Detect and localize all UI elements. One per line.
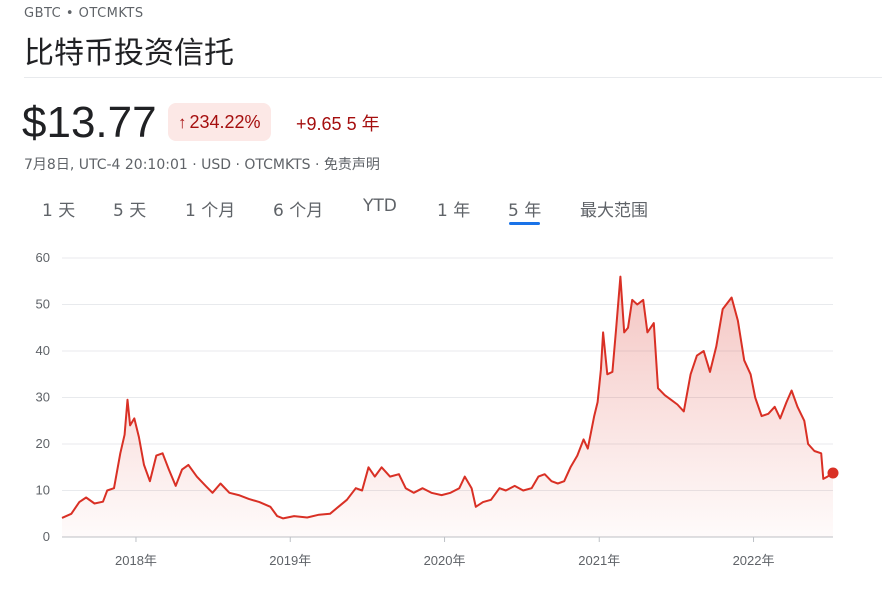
quote-meta: 7月8日, UTC-4 20:10:01 · USD · OTCMKTS · 免… (24, 157, 380, 173)
y-tick-label: 60 (36, 250, 50, 265)
current-price-marker (827, 467, 839, 479)
current-price: $13.77 (22, 98, 157, 147)
security-name: 比特币投资信托 (24, 36, 234, 71)
y-tick-label: 50 (36, 297, 50, 312)
active-tab-indicator (509, 222, 540, 225)
x-tick-label: 2018年 (115, 553, 157, 568)
arrow-up-icon: ↑ (178, 113, 187, 132)
y-tick-label: 0 (43, 529, 50, 544)
price-area-fill (62, 276, 833, 537)
ticker-symbol: GBTC • OTCMKTS (24, 6, 144, 21)
y-tick-label: 10 (36, 483, 50, 498)
change-value: +9.65 (296, 114, 342, 134)
change-absolute: +9.65 5 年 (296, 110, 380, 136)
change-percent-badge: ↑ 234.22% (168, 103, 271, 141)
y-tick-label: 30 (36, 390, 50, 405)
tab-5-years[interactable]: 5 年 (508, 201, 542, 221)
x-tick-label: 2020年 (424, 553, 466, 568)
tab-6-months[interactable]: 6 个月 (273, 201, 324, 221)
price-line (61, 275, 834, 520)
x-tick-label: 2021年 (578, 553, 620, 568)
y-tick-label: 20 (36, 436, 50, 451)
change-percent: 234.22% (189, 112, 261, 132)
tab-1-day[interactable]: 1 天 (42, 201, 76, 221)
change-period: 5 年 (346, 114, 380, 134)
y-tick-label: 40 (36, 343, 50, 358)
x-tick-label: 2019年 (269, 553, 311, 568)
tab-5-days[interactable]: 5 天 (113, 201, 147, 221)
tab-max[interactable]: 最大范围 (580, 201, 648, 221)
tab-1-year[interactable]: 1 年 (437, 201, 471, 221)
x-tick-label: 2022年 (733, 553, 775, 568)
header-divider (24, 77, 882, 78)
tab-1-month[interactable]: 1 个月 (185, 201, 236, 221)
tab-ytd[interactable]: YTD (363, 196, 397, 216)
